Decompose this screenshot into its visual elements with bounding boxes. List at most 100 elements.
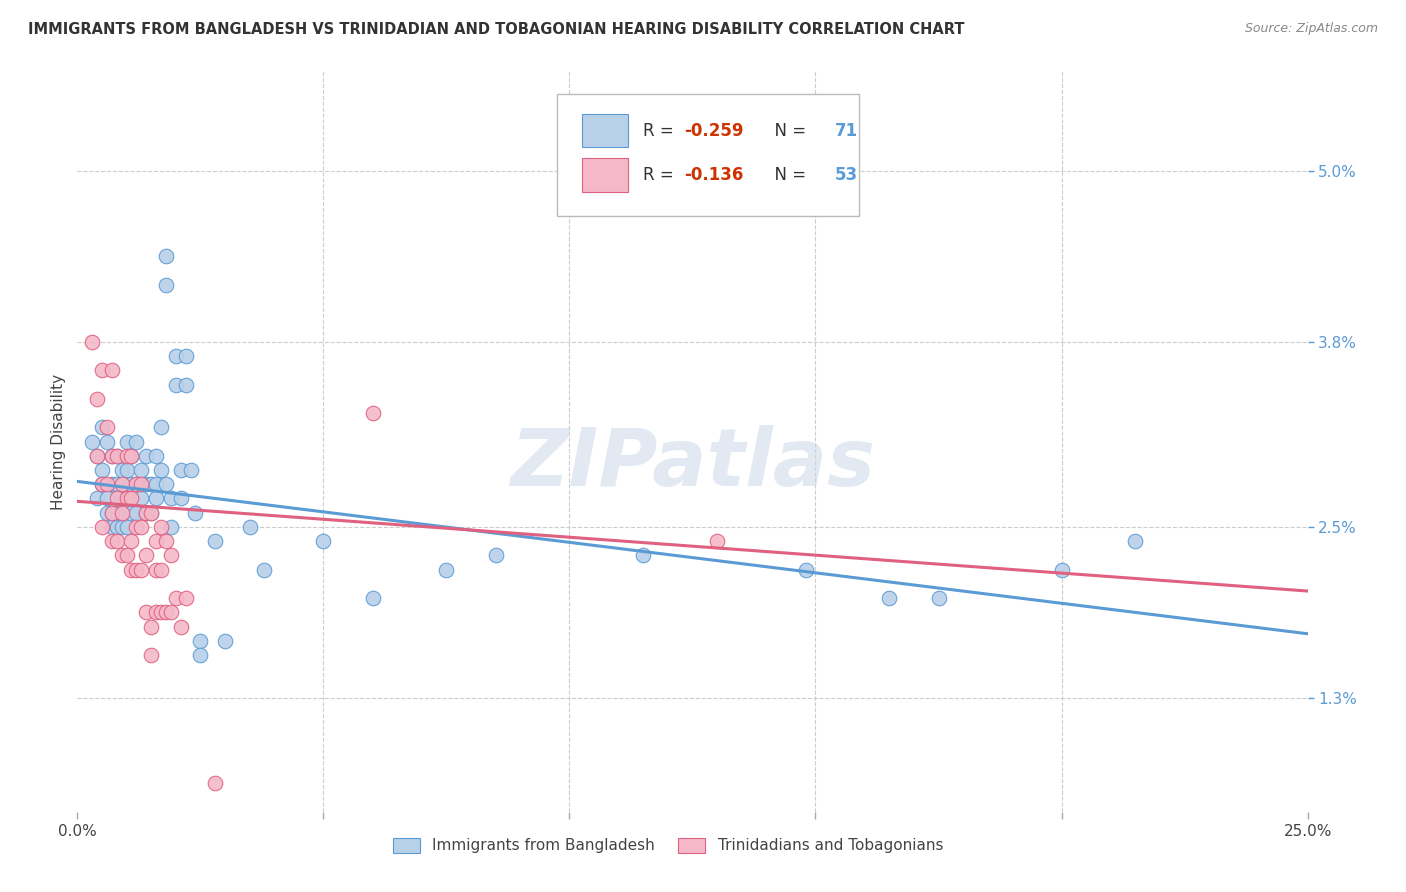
Point bbox=[86, 392, 108, 406]
Text: IMMIGRANTS FROM BANGLADESH VS TRINIDADIAN AND TOBAGONIAN HEARING DISABILITY CORR: IMMIGRANTS FROM BANGLADESH VS TRINIDADIA… bbox=[28, 22, 965, 37]
Point bbox=[160, 520, 183, 534]
Point bbox=[121, 449, 143, 463]
Point bbox=[90, 477, 114, 491]
Point bbox=[145, 491, 167, 506]
Point bbox=[135, 549, 157, 563]
Point bbox=[141, 648, 163, 662]
Point bbox=[125, 506, 148, 520]
Point bbox=[90, 420, 114, 434]
Point bbox=[150, 606, 173, 620]
Point bbox=[105, 449, 128, 463]
Point bbox=[141, 477, 163, 491]
Point bbox=[141, 506, 163, 520]
FancyBboxPatch shape bbox=[557, 94, 859, 216]
Point bbox=[135, 506, 157, 520]
Point bbox=[150, 520, 173, 534]
Point bbox=[96, 434, 118, 449]
Point bbox=[121, 534, 143, 549]
Point bbox=[129, 463, 153, 477]
Text: ZIPatlas: ZIPatlas bbox=[510, 425, 875, 503]
Point bbox=[485, 549, 508, 563]
Point bbox=[105, 491, 128, 506]
Point bbox=[145, 534, 167, 549]
Point bbox=[105, 449, 128, 463]
Point bbox=[90, 477, 114, 491]
Point bbox=[160, 549, 183, 563]
Point bbox=[96, 491, 118, 506]
Point bbox=[101, 534, 124, 549]
Point bbox=[115, 491, 138, 506]
Point bbox=[150, 463, 173, 477]
Text: N =: N = bbox=[763, 166, 811, 184]
Point bbox=[879, 591, 901, 606]
Point bbox=[180, 463, 202, 477]
Point bbox=[174, 377, 197, 392]
Point bbox=[90, 520, 114, 534]
Point bbox=[90, 363, 114, 377]
Point bbox=[101, 477, 124, 491]
Point bbox=[204, 534, 226, 549]
Point bbox=[145, 563, 167, 577]
Point bbox=[436, 563, 458, 577]
Point bbox=[312, 534, 335, 549]
Point bbox=[188, 648, 212, 662]
Point bbox=[135, 606, 157, 620]
Point bbox=[165, 591, 187, 606]
Text: N =: N = bbox=[763, 121, 811, 139]
Point bbox=[101, 449, 124, 463]
Point bbox=[135, 506, 157, 520]
Point bbox=[125, 477, 148, 491]
Point bbox=[111, 506, 132, 520]
Point bbox=[188, 633, 212, 648]
Point bbox=[155, 277, 177, 292]
Point bbox=[155, 534, 177, 549]
Point bbox=[82, 434, 104, 449]
Legend: Immigrants from Bangladesh, Trinidadians and Tobagonians: Immigrants from Bangladesh, Trinidadians… bbox=[387, 831, 949, 860]
Point bbox=[125, 520, 148, 534]
Point bbox=[145, 606, 167, 620]
Point bbox=[121, 563, 143, 577]
Point bbox=[141, 620, 163, 634]
Point bbox=[1125, 534, 1147, 549]
Text: Source: ZipAtlas.com: Source: ZipAtlas.com bbox=[1244, 22, 1378, 36]
Point bbox=[145, 449, 167, 463]
Point bbox=[174, 349, 197, 363]
Point bbox=[86, 449, 108, 463]
Point bbox=[96, 477, 118, 491]
Point bbox=[82, 334, 104, 349]
Point bbox=[86, 491, 108, 506]
Point bbox=[165, 349, 187, 363]
Point bbox=[135, 477, 157, 491]
Point bbox=[214, 633, 236, 648]
Point bbox=[129, 477, 153, 491]
Point bbox=[155, 250, 177, 264]
Point bbox=[105, 506, 128, 520]
Text: 71: 71 bbox=[835, 121, 858, 139]
Point bbox=[170, 620, 193, 634]
Point bbox=[121, 491, 143, 506]
Point bbox=[160, 491, 183, 506]
Point bbox=[86, 449, 108, 463]
Text: 53: 53 bbox=[835, 166, 858, 184]
Point bbox=[111, 491, 132, 506]
Point bbox=[101, 506, 124, 520]
Point bbox=[170, 463, 193, 477]
Point bbox=[115, 549, 138, 563]
Point bbox=[105, 520, 128, 534]
Point bbox=[170, 491, 193, 506]
Point bbox=[928, 591, 950, 606]
Point bbox=[174, 591, 197, 606]
Point bbox=[633, 549, 655, 563]
Point bbox=[155, 477, 177, 491]
Point bbox=[150, 420, 173, 434]
Point bbox=[1050, 563, 1073, 577]
Point bbox=[121, 506, 143, 520]
Point bbox=[165, 377, 187, 392]
Point bbox=[115, 520, 138, 534]
Point bbox=[121, 477, 143, 491]
Point bbox=[111, 463, 132, 477]
Y-axis label: Hearing Disability: Hearing Disability bbox=[51, 374, 66, 509]
Text: R =: R = bbox=[644, 121, 679, 139]
Point bbox=[90, 463, 114, 477]
Point bbox=[239, 520, 262, 534]
